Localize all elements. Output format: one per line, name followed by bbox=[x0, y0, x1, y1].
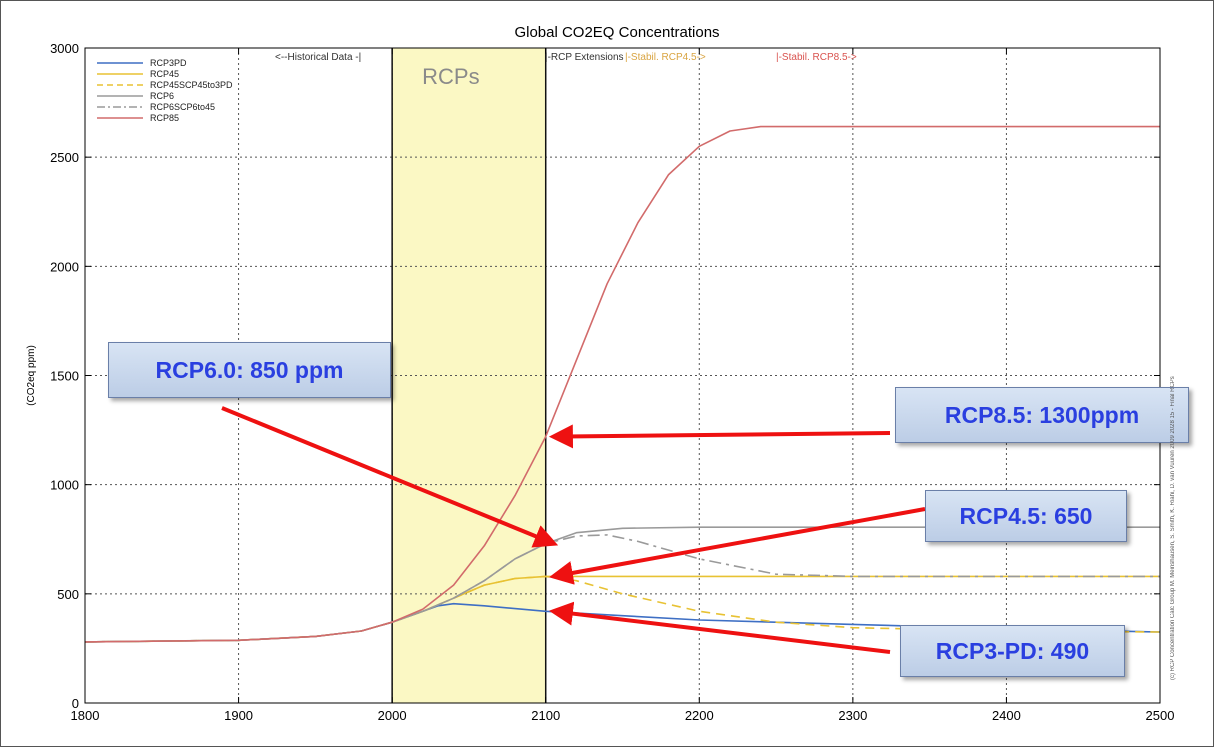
x-tick-label: 2400 bbox=[992, 708, 1021, 723]
region-label: |-RCP Extensions bbox=[545, 52, 624, 63]
y-tick-label: 2500 bbox=[50, 150, 79, 165]
y-tick-label: 2000 bbox=[50, 259, 79, 274]
callout-box: RCP6.0: 850 ppm bbox=[108, 342, 391, 398]
y-tick-label: 1500 bbox=[50, 369, 79, 384]
annotation-arrow bbox=[548, 424, 891, 449]
legend-entry: RCP6 bbox=[150, 91, 174, 101]
annotation-arrow bbox=[548, 507, 926, 585]
legend-entry: RCP3PD bbox=[150, 58, 187, 68]
x-tick-label: 2500 bbox=[1146, 708, 1175, 723]
y-tick-label: 500 bbox=[57, 587, 79, 602]
legend-entry: RCP45SCP45to3PD bbox=[150, 80, 233, 90]
chart-title: Global CO2EQ Concentrations bbox=[514, 24, 719, 41]
series-line-rcp85 bbox=[84, 125, 1160, 643]
y-tick-label: 1000 bbox=[50, 478, 79, 493]
x-tick-label: 1900 bbox=[224, 708, 253, 723]
x-tick-label: 2300 bbox=[838, 708, 867, 723]
y-axis-label: (CO2eq ppm) bbox=[26, 345, 37, 406]
y-tick-label: 0 bbox=[72, 696, 79, 711]
legend-entry: RCP6SCP6to45 bbox=[150, 102, 215, 112]
legend-entry: RCP85 bbox=[150, 113, 179, 123]
region-label: |-Stabil. RCP4.5-> bbox=[625, 52, 706, 63]
y-tick-label: 3000 bbox=[50, 41, 79, 56]
side-credit: (c) RCP Concentration Calc Group M. Mein… bbox=[1170, 376, 1176, 680]
callout-box: RCP4.5: 650 bbox=[925, 490, 1127, 542]
region-label: <--Historical Data -| bbox=[275, 52, 361, 63]
x-tick-label: 2000 bbox=[378, 708, 407, 723]
x-tick-label: 1800 bbox=[71, 708, 100, 723]
annotation-arrow bbox=[221, 406, 559, 548]
highlight-band-label: RCPs bbox=[422, 64, 479, 89]
x-tick-label: 2100 bbox=[531, 708, 560, 723]
callout-box: RCP8.5: 1300ppm bbox=[895, 387, 1189, 443]
callout-box: RCP3-PD: 490 bbox=[900, 625, 1125, 677]
annotation-arrow bbox=[548, 601, 891, 654]
region-label: |-Stabil. RCP8.5-> bbox=[776, 52, 857, 63]
legend-entry: RCP45 bbox=[150, 69, 179, 79]
x-tick-label: 2200 bbox=[685, 708, 714, 723]
